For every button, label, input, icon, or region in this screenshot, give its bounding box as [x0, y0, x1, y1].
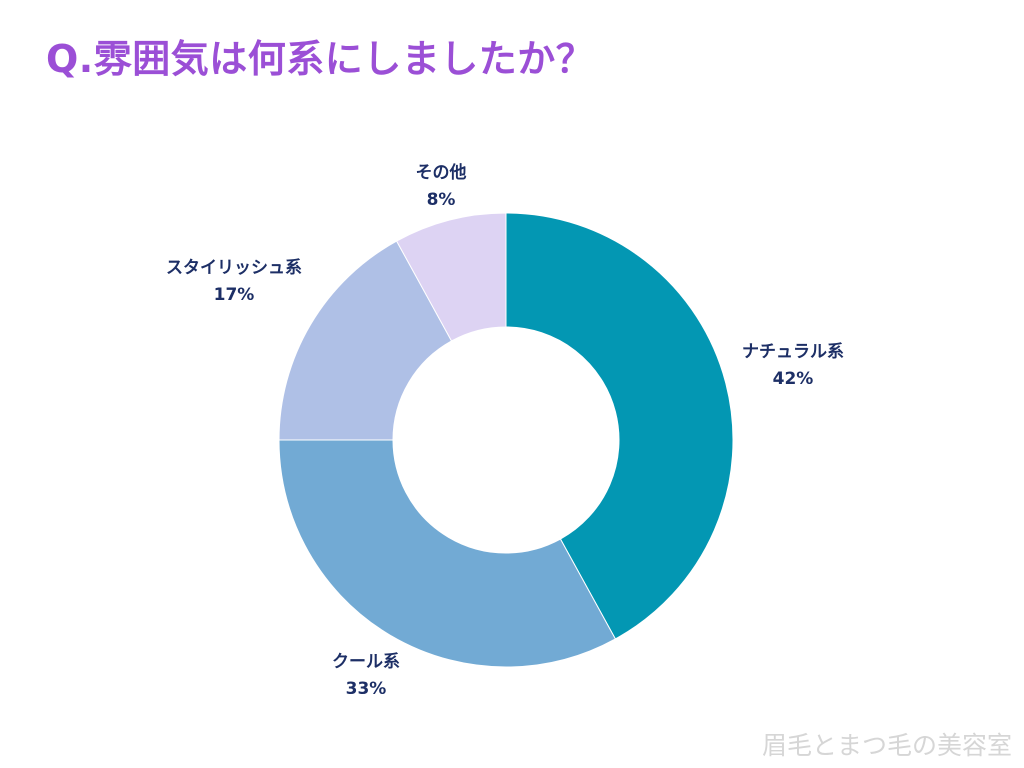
slice-3	[395, 212, 507, 342]
slice-1	[278, 439, 617, 668]
slice-2	[278, 240, 453, 441]
chart-title: Q.雰囲気は何系にしましたか？	[46, 37, 595, 81]
slice-label-0: ナチュラル系	[742, 342, 844, 362]
slice-value-0: 42%	[773, 369, 814, 389]
slice-label-3: その他	[416, 162, 467, 183]
slice-0	[505, 212, 734, 640]
slice-value-3: 8%	[427, 190, 456, 210]
slice-labels: ナチュラル系 42% クール系 33% スタイリッシュ系 17% その他 8%	[166, 162, 844, 699]
slice-value-1: 33%	[346, 679, 387, 699]
donut-slices	[278, 212, 734, 668]
slice-label-2: スタイリッシュ系	[166, 258, 302, 278]
slice-label-1: クール系	[332, 652, 400, 672]
slice-value-2: 17%	[214, 285, 255, 305]
watermark: 眉毛とまつ毛の美容室	[761, 731, 1012, 760]
